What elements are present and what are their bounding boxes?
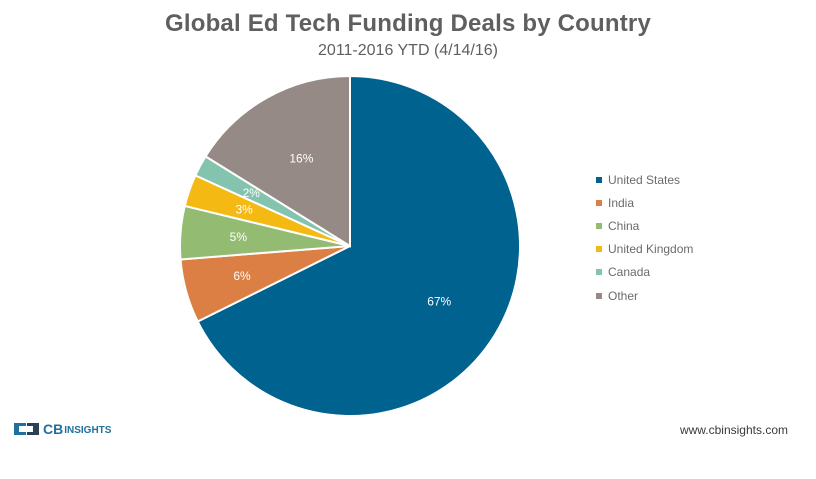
pie-label-china: 5% (230, 230, 248, 244)
legend-swatch (596, 246, 602, 253)
legend-label: United Kingdom (608, 242, 694, 257)
pie-label-other: 16% (289, 152, 313, 166)
legend-swatch (596, 176, 602, 183)
pie-label-united-states: 67% (427, 294, 451, 308)
pie-label-united-kingdom: 3% (235, 202, 253, 216)
pie-slice-other (204, 74, 351, 248)
cb-logo-icon (14, 423, 39, 435)
legend-label: Canada (608, 265, 651, 280)
legend: United States India China United Kingdom Can… (596, 168, 693, 307)
legend-item-united-kingdom: United Kingdom (596, 238, 693, 261)
logo-cb-text: CB (43, 421, 64, 437)
legend-item-united-states: United States (596, 168, 693, 191)
chart-title: Global Ed Tech Funding Deals by Country (164, 10, 652, 37)
legend-label: India (608, 195, 635, 210)
pie-label-canada: 2% (243, 186, 261, 200)
legend-item-china: China (596, 214, 693, 237)
cb-insights-logo: CB INSIGHTS (14, 421, 111, 437)
legend-swatch (596, 269, 602, 276)
pie-slice-united-states (196, 74, 521, 417)
pie-label-india: 6% (233, 269, 251, 283)
legend-item-other: Other (596, 284, 693, 307)
legend-label: China (608, 218, 640, 233)
legend-swatch (596, 199, 602, 206)
legend-item-canada: Canada (596, 261, 693, 284)
legend-item-india: India (596, 191, 693, 214)
legend-swatch (596, 222, 602, 229)
chart-subtitle: 2011-2016 YTD (4/14/16) (318, 42, 498, 59)
website-url: www.cbinsights.com (679, 423, 788, 437)
legend-label: United States (608, 172, 681, 187)
legend-label: Other (608, 288, 639, 303)
legend-swatch (596, 292, 602, 299)
logo-insights-text: INSIGHTS (64, 424, 112, 436)
